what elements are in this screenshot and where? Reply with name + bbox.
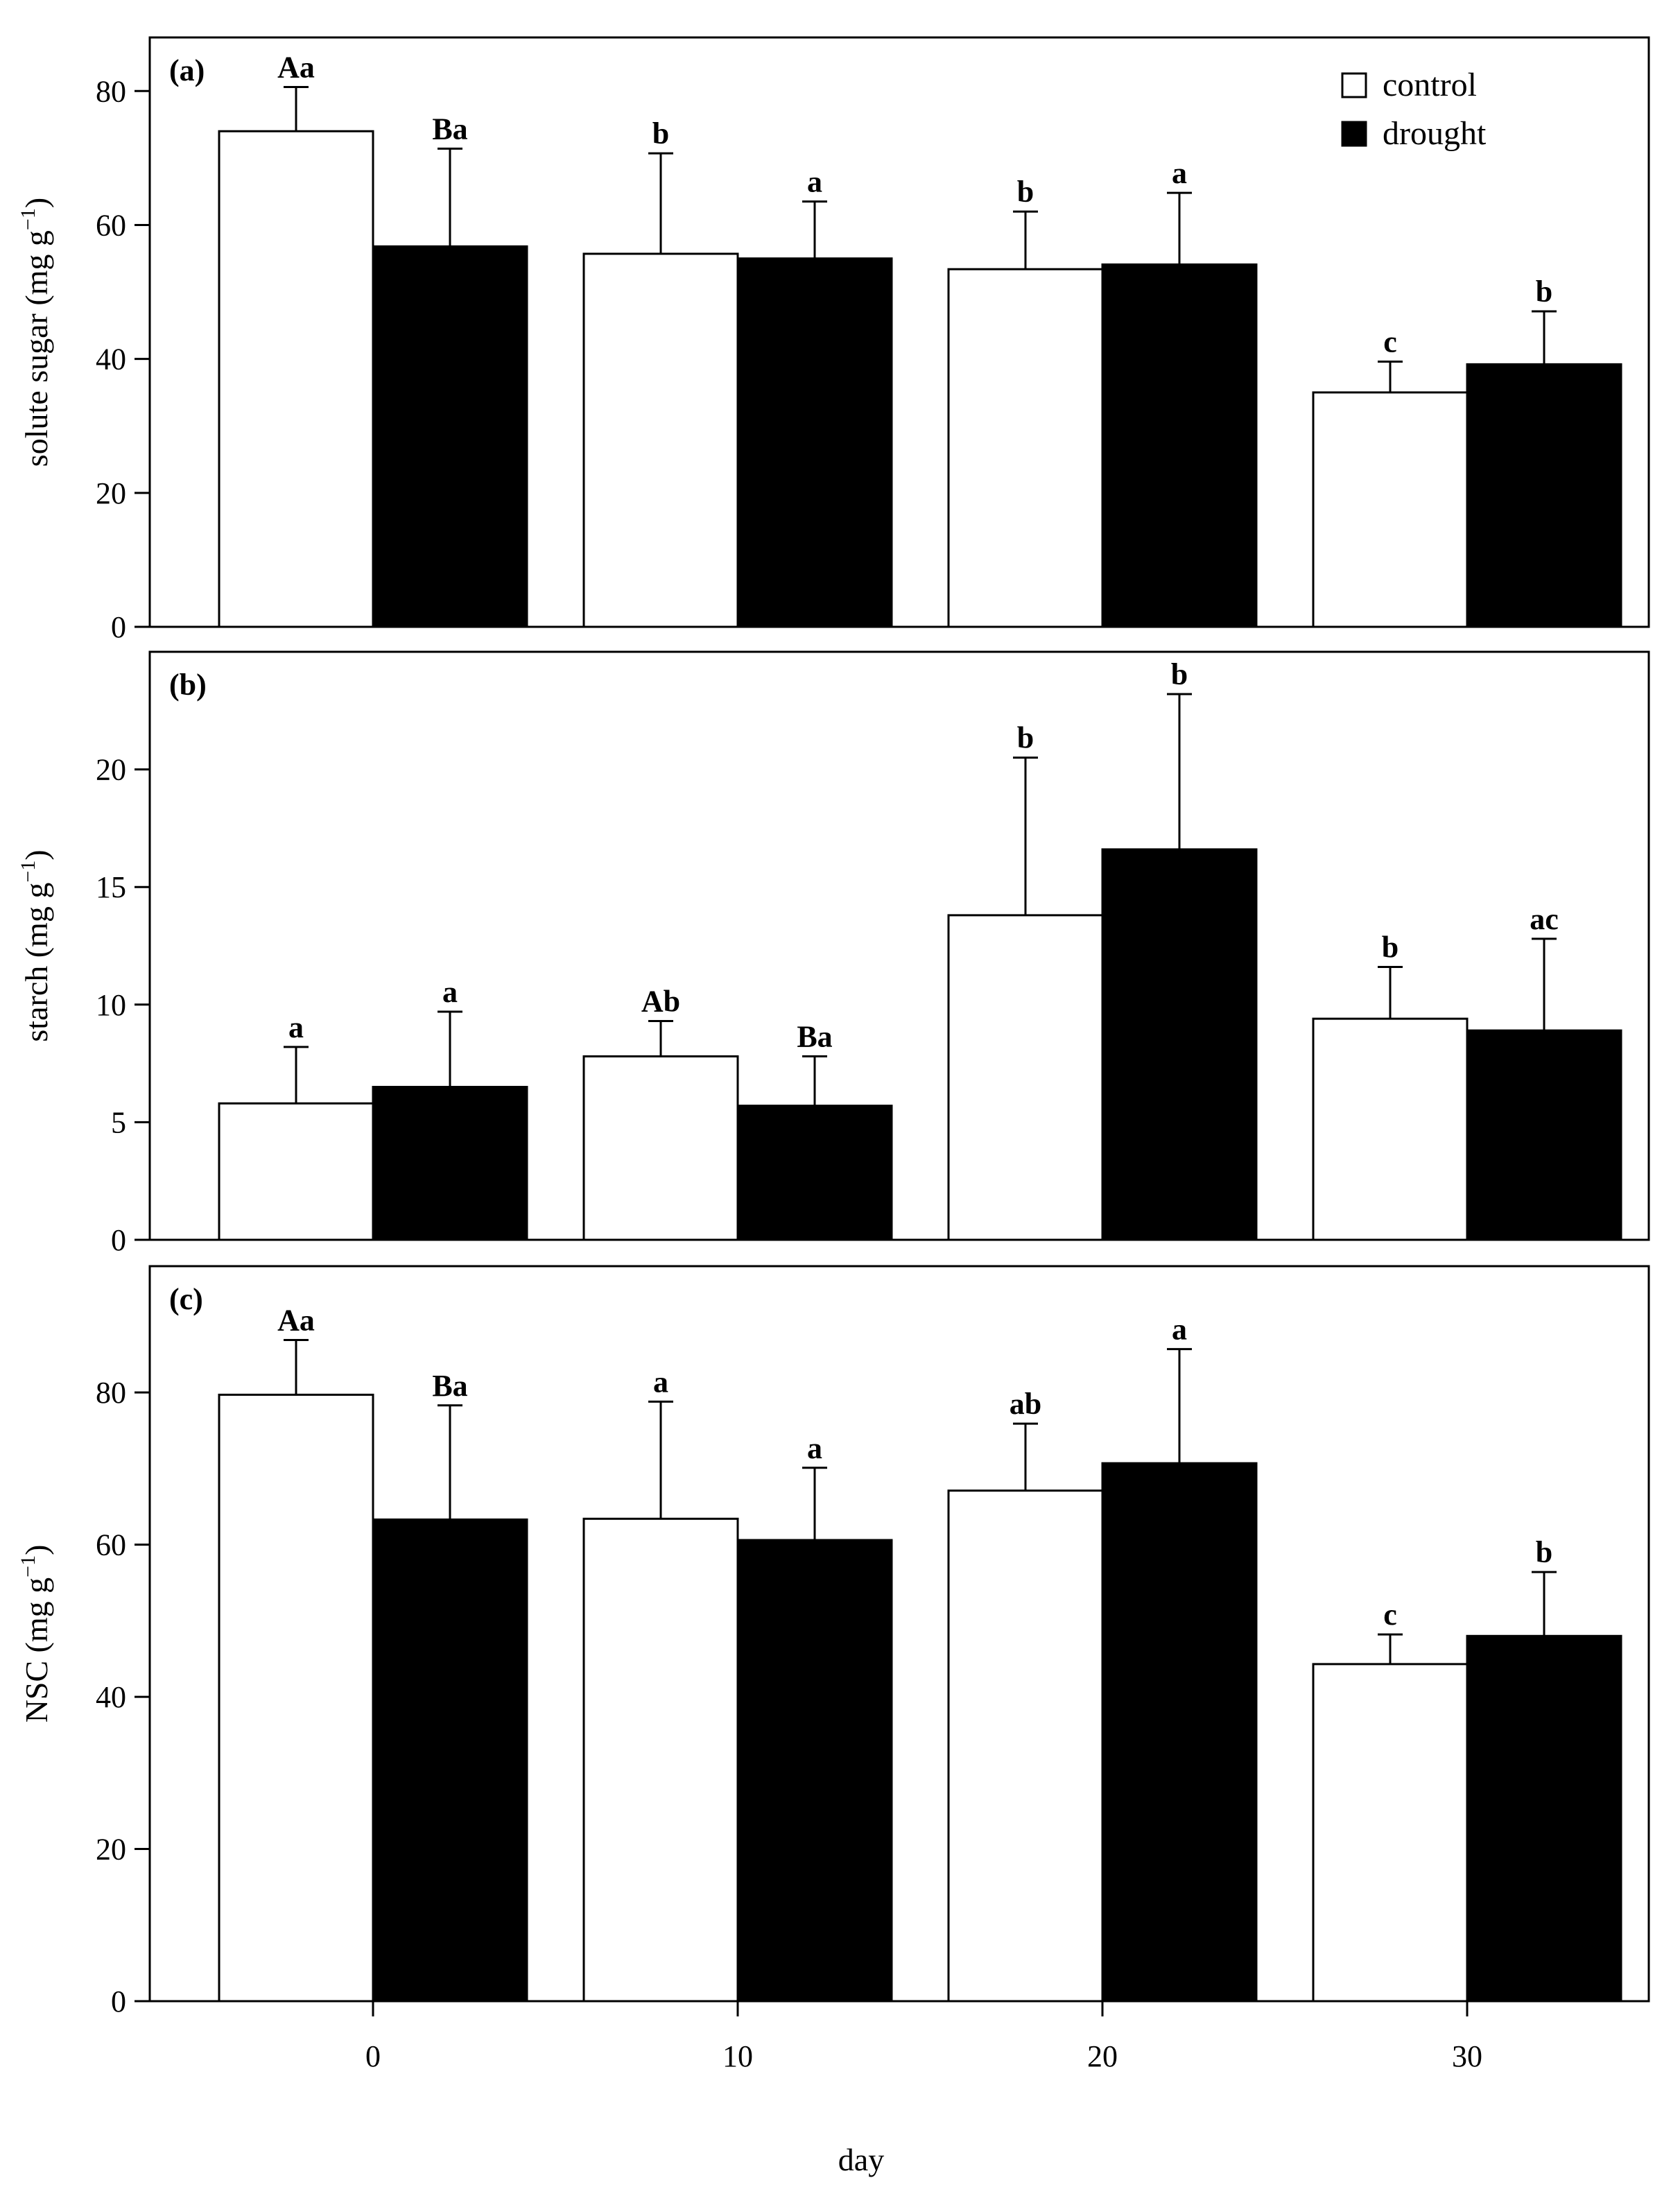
legend-label-drought: drought bbox=[1383, 115, 1487, 152]
x-tick-label: 10 bbox=[722, 2039, 753, 2073]
legend-swatch-drought bbox=[1341, 121, 1367, 147]
y-tick-label: 20 bbox=[96, 1833, 126, 1867]
significance-label: a bbox=[653, 1365, 668, 1399]
bar-drought bbox=[372, 1086, 528, 1241]
y-axis-title: solute sugar (mg g−1) bbox=[17, 198, 54, 467]
bar-drought bbox=[1466, 363, 1622, 628]
y-tick-label: 5 bbox=[111, 1105, 126, 1139]
y-tick-label: 20 bbox=[96, 753, 126, 787]
bar-drought bbox=[736, 257, 893, 628]
significance-label: c bbox=[1383, 325, 1397, 359]
y-tick-label: 0 bbox=[111, 610, 126, 644]
bar-drought bbox=[1466, 1634, 1622, 2003]
bar-drought bbox=[372, 245, 528, 628]
y-tick-label: 15 bbox=[96, 870, 126, 904]
x-axis-title: day bbox=[838, 2142, 884, 2177]
bar-control bbox=[1312, 1017, 1469, 1241]
bar-drought bbox=[736, 1105, 893, 1241]
significance-label: b bbox=[652, 116, 669, 150]
bar-control bbox=[218, 1393, 374, 2003]
bar-drought bbox=[1466, 1029, 1622, 1241]
bar-control bbox=[947, 268, 1104, 628]
significance-label: a bbox=[1172, 1313, 1187, 1347]
significance-label: Ba bbox=[797, 1019, 832, 1053]
significance-label: b bbox=[1171, 657, 1188, 691]
significance-label: ab bbox=[1010, 1387, 1041, 1421]
x-tick-label: 20 bbox=[1087, 2039, 1118, 2073]
legend-swatch-control bbox=[1341, 72, 1367, 98]
y-tick-label: 0 bbox=[111, 1985, 126, 2019]
bar-drought bbox=[1101, 263, 1258, 628]
x-tick-label: 30 bbox=[1452, 2039, 1482, 2073]
significance-label: b bbox=[1382, 931, 1398, 965]
bar-control bbox=[582, 1517, 739, 2003]
bar-control bbox=[582, 252, 739, 628]
y-tick-label: 60 bbox=[96, 1528, 126, 1562]
bar-control bbox=[947, 1489, 1104, 2003]
y-tick-label: 80 bbox=[96, 74, 126, 108]
significance-label: b bbox=[1017, 175, 1034, 209]
bar-control bbox=[218, 130, 374, 628]
y-tick-label: 0 bbox=[111, 1223, 126, 1257]
significance-label: Ab bbox=[641, 985, 680, 1019]
significance-label: Ba bbox=[432, 1369, 467, 1403]
significance-label: b bbox=[1536, 1535, 1552, 1569]
significance-label: b bbox=[1536, 275, 1552, 309]
significance-label: a bbox=[807, 165, 822, 199]
significance-label: Aa bbox=[277, 1303, 315, 1337]
y-axis-title: starch (mg g−1) bbox=[17, 849, 54, 1041]
significance-label: c bbox=[1383, 1598, 1397, 1632]
bar-control bbox=[1312, 391, 1469, 628]
significance-label: Ba bbox=[432, 112, 467, 146]
significance-label: ac bbox=[1530, 902, 1559, 936]
y-tick-label: 20 bbox=[96, 476, 126, 510]
y-tick-label: 60 bbox=[96, 208, 126, 242]
y-tick-label: 80 bbox=[96, 1376, 126, 1410]
significance-label: a bbox=[807, 1431, 822, 1465]
bar-drought bbox=[1101, 848, 1258, 1241]
bar-control bbox=[947, 914, 1104, 1241]
y-tick-label: 10 bbox=[96, 988, 126, 1022]
y-axis-title: NSC (mg g−1) bbox=[17, 1545, 54, 1723]
bar-control bbox=[218, 1102, 374, 1241]
panel-label: (b) bbox=[169, 668, 207, 702]
significance-label: b bbox=[1017, 721, 1034, 755]
bar-control bbox=[582, 1055, 739, 1241]
bar-drought bbox=[372, 1518, 528, 2003]
panel-label: (a) bbox=[169, 53, 205, 87]
significance-label: a bbox=[1172, 156, 1187, 190]
significance-label: a bbox=[442, 975, 458, 1009]
bar-control bbox=[1312, 1663, 1469, 2003]
y-tick-label: 40 bbox=[96, 343, 126, 377]
bar-drought bbox=[736, 1539, 893, 2003]
x-tick-label: 0 bbox=[365, 2039, 381, 2073]
panel-label: (c) bbox=[169, 1282, 203, 1316]
significance-label: Aa bbox=[277, 50, 315, 84]
legend-label-control: control bbox=[1383, 67, 1477, 103]
bar-drought bbox=[1101, 1462, 1258, 2003]
significance-label: a bbox=[288, 1010, 304, 1044]
y-tick-label: 40 bbox=[96, 1680, 126, 1714]
